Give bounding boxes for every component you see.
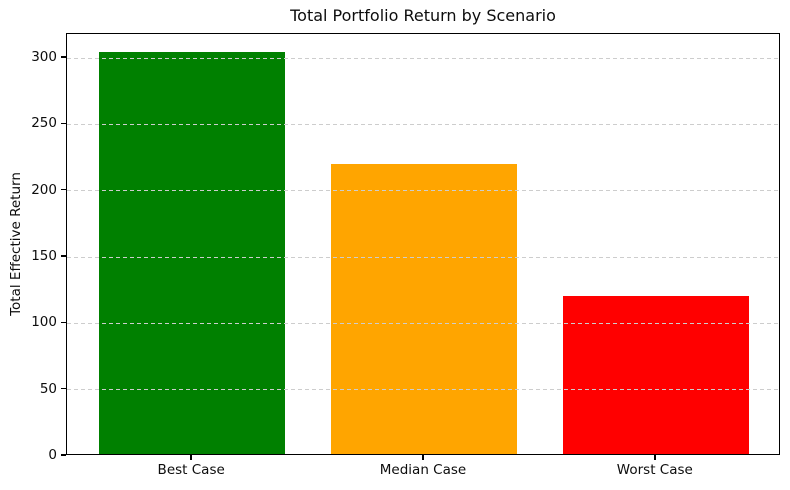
- y-tick-mark-200: [61, 189, 66, 191]
- gridline-y-250: [67, 123, 779, 125]
- y-tick-mark-0: [61, 454, 66, 456]
- y-tick-label-150: 150: [31, 248, 57, 265]
- x-tick-label-median-case: Median Case: [379, 462, 467, 478]
- x-tick-label-worst-case: Worst Case: [616, 462, 693, 478]
- bar-best-case: [99, 52, 285, 454]
- y-tick-label-100: 100: [31, 314, 57, 331]
- gridline-y-150: [67, 256, 779, 258]
- gridline-y-300: [67, 57, 779, 59]
- bar-worst-case: [563, 296, 749, 454]
- y-tick-mark-250: [61, 122, 66, 125]
- y-tick-label-200: 200: [31, 181, 57, 198]
- chart-title: Total Portfolio Return by Scenario: [290, 6, 556, 25]
- y-tick-mark-150: [61, 255, 66, 257]
- x-tick-mark-median-case: [422, 455, 424, 460]
- x-tick-mark-best-case: [190, 455, 192, 460]
- y-tick-mark-50: [61, 387, 66, 390]
- plot-area: [66, 33, 780, 455]
- gridline-y-50: [67, 389, 779, 391]
- y-tick-label-0: 0: [48, 447, 57, 463]
- bar-median-case: [331, 163, 517, 454]
- y-tick-label-250: 250: [31, 115, 57, 132]
- gridline-y-200: [67, 190, 779, 192]
- y-tick-mark-300: [61, 56, 66, 58]
- gridline-y-100: [67, 322, 779, 324]
- y-tick-mark-100: [61, 321, 66, 324]
- y-tick-label-300: 300: [31, 49, 57, 66]
- x-tick-mark-worst-case: [654, 455, 656, 460]
- y-tick-label-50: 50: [39, 380, 57, 397]
- x-tick-label-best-case: Best Case: [157, 462, 225, 478]
